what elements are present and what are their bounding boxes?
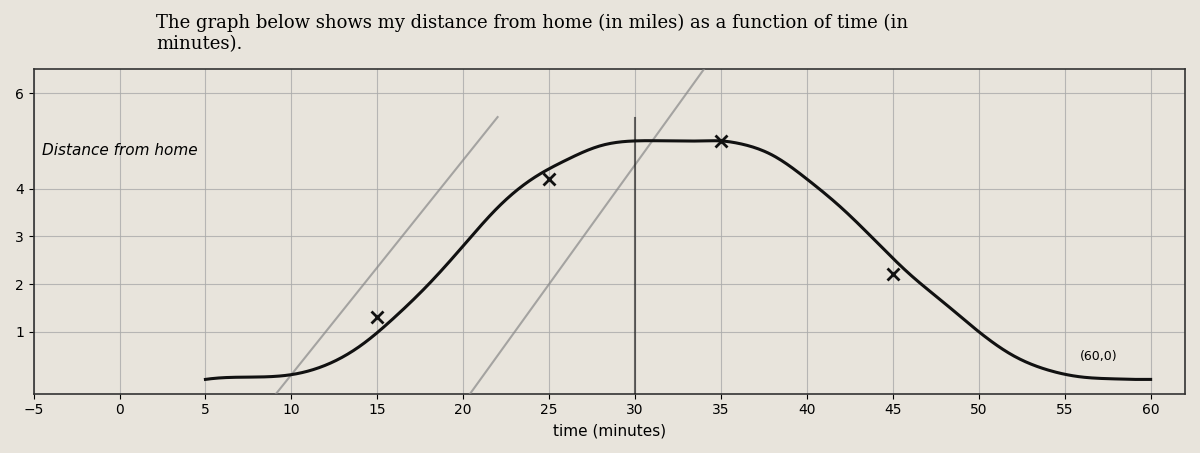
Text: (60,0): (60,0) — [1080, 350, 1118, 363]
Text: The graph below shows my distance from home (in miles) as a function of time (in: The graph below shows my distance from h… — [156, 14, 908, 53]
Text: Distance from home: Distance from home — [42, 143, 198, 158]
X-axis label: time (minutes): time (minutes) — [553, 423, 666, 438]
